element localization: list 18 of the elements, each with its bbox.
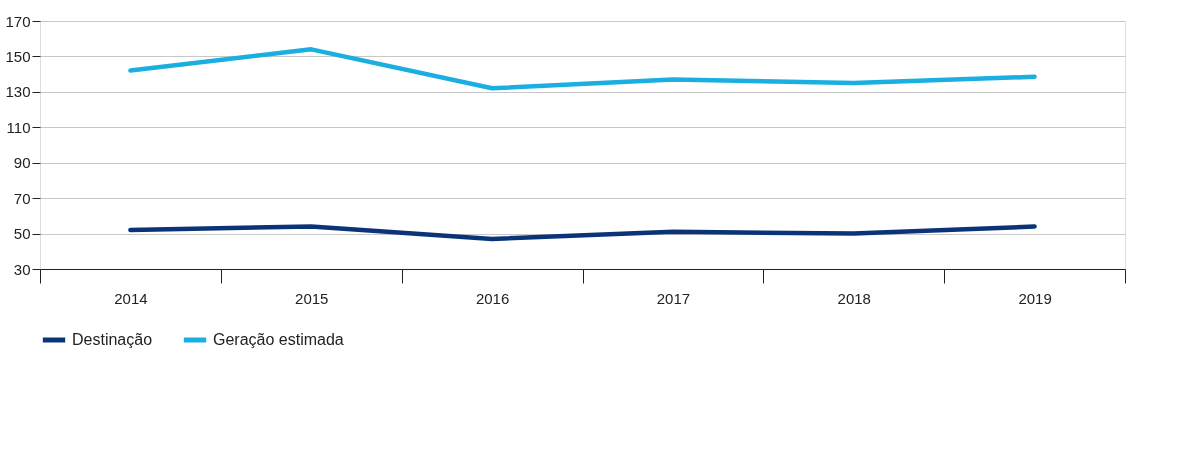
- x-tick-label: 2016: [475, 289, 510, 307]
- x-tick-label: 2019: [1018, 289, 1052, 307]
- x-tick-label: 2018: [837, 289, 871, 307]
- y-tick-label: 150: [5, 47, 31, 65]
- y-tick-label: 130: [5, 83, 31, 101]
- y-tick-label: 30: [13, 260, 31, 278]
- y-tick-label: 110: [6, 118, 31, 136]
- y-tick-label: 90: [13, 154, 31, 172]
- x-tick-label: 2017: [656, 289, 691, 307]
- line-series: [128, 47, 1037, 91]
- legend-label: Geração estimada: [213, 331, 344, 348]
- y-tick-label: 70: [13, 189, 31, 207]
- legend-label: Destinação: [72, 331, 153, 348]
- line-series: [128, 224, 1037, 242]
- y-tick-label: 170: [5, 12, 31, 30]
- x-tick-label: 2015: [295, 289, 329, 307]
- y-tick-label: 50: [13, 225, 31, 243]
- x-tick-label: 2014: [114, 289, 148, 307]
